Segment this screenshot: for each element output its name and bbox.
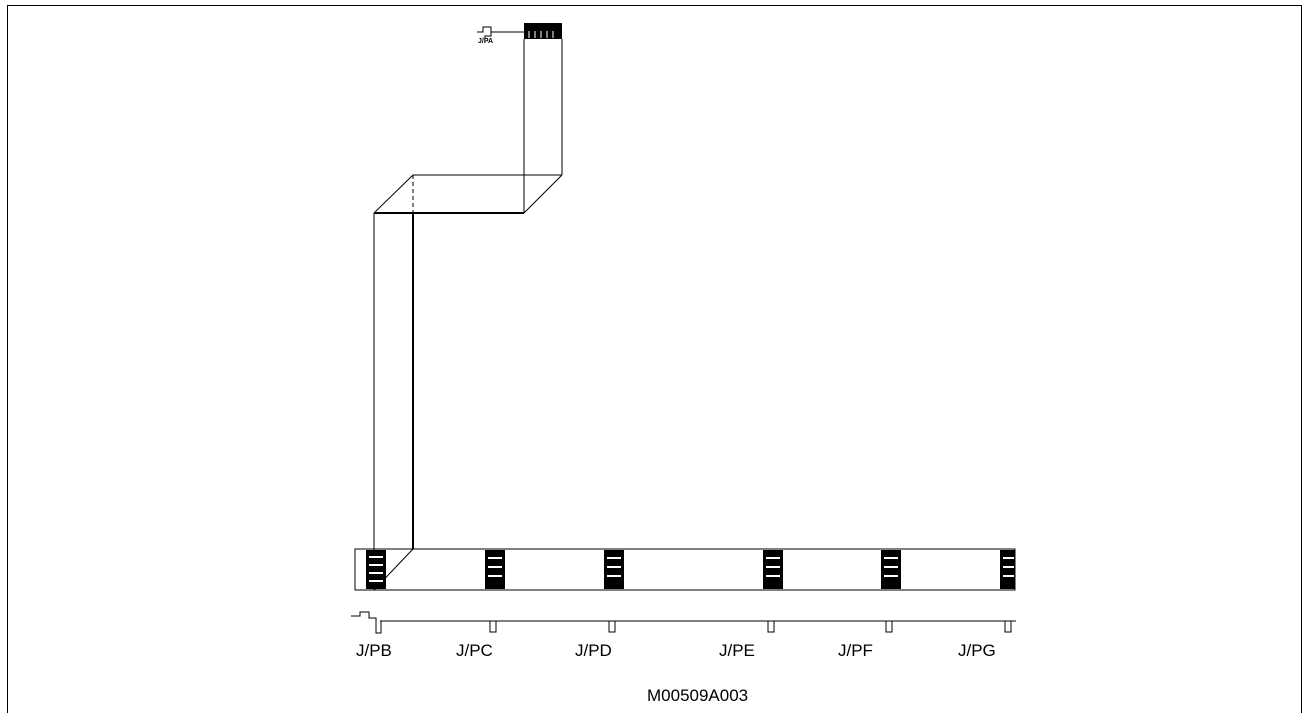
plug-pe-icon [767,621,775,633]
bottom-cable-strip [354,548,1016,591]
connector-label-pc: J/PC [456,641,493,660]
connector-block-pe [763,550,783,589]
figure-id: M00509A003 [647,686,749,705]
connector-label-pa: J/PA [478,38,494,45]
connector-block-pg [1000,550,1015,589]
top-connector-block [524,23,562,39]
connector-label-pe: J/PE [719,641,755,660]
connector-label-pg: J/PG [958,641,996,660]
connector-block-pb [366,550,386,589]
connector-block-pd [604,550,624,589]
connector-block-pf [881,550,901,589]
plug-pb-icon [351,611,382,634]
connector-label-pf: J/PF [838,641,873,660]
drawing-frame [7,5,1302,713]
upper-cable-strip [373,39,563,214]
plug-pd-icon [608,621,616,633]
plug-pf-icon [885,621,893,633]
top-plug-icon [477,26,524,38]
vertical-cable-strip [373,213,414,591]
connector-block-pc [485,550,505,589]
connector-label-pb: J/PB [356,641,392,660]
side-view-cable [351,611,1016,634]
plug-pg-icon [1004,620,1016,633]
connector-label-pd: J/PD [575,641,612,660]
plug-pc-icon [489,621,497,633]
bottom-connector-blocks [366,550,1015,589]
